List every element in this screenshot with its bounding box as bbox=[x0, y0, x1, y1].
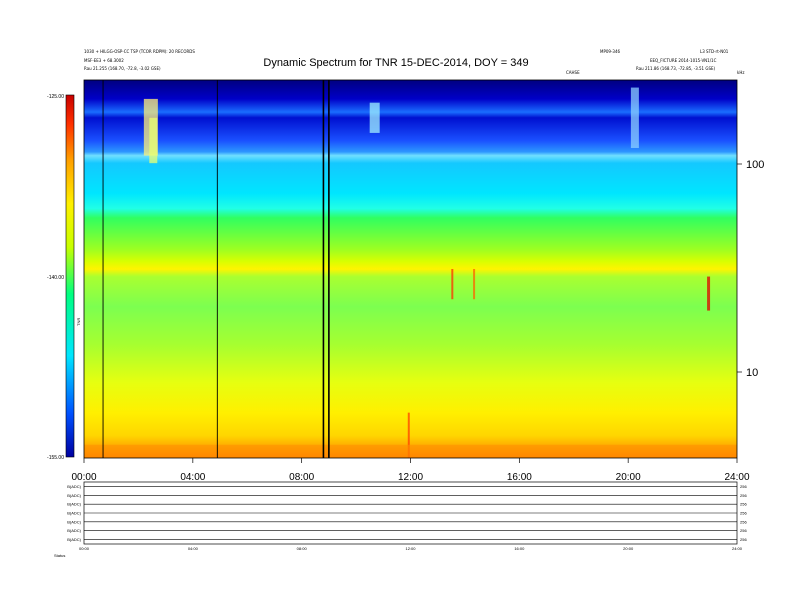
colorbar-label: TNR bbox=[76, 318, 81, 326]
chart-title: Dynamic Spectrum for TNR 15-DEC-2014, DO… bbox=[263, 57, 529, 69]
x-axis: 00:00 04:00 08:00 12:00 16:00 20:00 24:00 bbox=[71, 458, 750, 483]
status-label: Status bbox=[54, 553, 65, 558]
colorbar-tick-bottom: -155.00 bbox=[47, 455, 64, 461]
x-tick-label: 00:00 bbox=[71, 472, 96, 483]
panel-x-tick-label: 16:00 bbox=[514, 546, 525, 551]
corner-unit: kHz bbox=[737, 70, 745, 75]
panel-ytick: 256 bbox=[740, 537, 747, 542]
x-tick-label: 12:00 bbox=[398, 472, 423, 483]
header-right-line-2: EEQ_FICTURE 2014-1015-VN1/1C bbox=[650, 58, 717, 63]
header-left-line-2: MSF-EE3 + 68.3002 bbox=[84, 58, 124, 63]
burst-feature bbox=[451, 269, 454, 300]
header-left-line-1: 1030 + HILGG-OSP-CC TSP (TCOR RDPM): 20 … bbox=[84, 49, 195, 54]
burst-feature bbox=[369, 102, 380, 133]
panel-label: B(ADC) bbox=[67, 537, 81, 542]
panel-ytick: 256 bbox=[740, 519, 747, 524]
colorbar-tick-top: -125.00 bbox=[47, 94, 64, 100]
panel-label: B(ADC) bbox=[67, 528, 81, 533]
panel-x-tick-label: 00:00 bbox=[79, 546, 90, 551]
x-tick-label: 24:00 bbox=[724, 472, 749, 483]
colorbar-tick-mid: -140.00 bbox=[47, 275, 64, 281]
header-right-line-3: Rau 211.86 (168.73, -72.85, -3.51 GSE) bbox=[636, 66, 716, 71]
low-frequency-band bbox=[84, 444, 737, 458]
panel-ytick: 256 bbox=[740, 493, 747, 498]
header-center-line-2: CAHSE bbox=[566, 70, 580, 75]
burst-feature bbox=[473, 269, 476, 300]
x-tick-label: 04:00 bbox=[180, 472, 205, 483]
panel-label: B(ADC) bbox=[67, 519, 81, 524]
panel-label: B(ADC) bbox=[67, 511, 81, 516]
spectrogram-plot bbox=[83, 79, 738, 459]
panel-label: B(ADC) bbox=[67, 493, 81, 498]
burst-feature bbox=[149, 117, 158, 164]
header-left-line-3: Rau 21.255 (168.70, -72.8, -3.02 GSE) bbox=[84, 66, 161, 71]
panel-ytick: 256 bbox=[740, 528, 747, 533]
burst-feature bbox=[407, 412, 410, 458]
panel-x-tick-label: 04:00 bbox=[188, 546, 199, 551]
y-axis-right: 100 10 bbox=[737, 159, 764, 379]
panel-label: B(ADC) bbox=[67, 484, 81, 489]
panel-x-tick-label: 24:00 bbox=[732, 546, 743, 551]
x-tick-label: 16:00 bbox=[507, 472, 532, 483]
panel-label: B(ADC) bbox=[67, 502, 81, 507]
colorbar bbox=[65, 94, 75, 458]
panel-ytick: 256 bbox=[740, 502, 747, 507]
burst-feature bbox=[630, 87, 639, 149]
panel-x-tick-label: 20:00 bbox=[623, 546, 634, 551]
spectrogram-background bbox=[84, 80, 737, 458]
housekeeping-panels: B(ADC) 256 B(ADC) 256 B(ADC) 256 B(ADC) 256 B(AD… bbox=[54, 481, 747, 558]
panel-ytick: 256 bbox=[740, 484, 747, 489]
header-right-line-1: L3 STD-rt-N01 bbox=[700, 49, 729, 54]
panel-ytick: 256 bbox=[740, 511, 747, 516]
header-center-line-1: MP09-346 bbox=[600, 49, 621, 54]
x-tick-label: 20:00 bbox=[616, 472, 641, 483]
x-tick-label: 08:00 bbox=[289, 472, 314, 483]
panel-x-tick-label: 08:00 bbox=[297, 546, 308, 551]
burst-feature bbox=[707, 276, 711, 311]
panel-x-tick-label: 12:00 bbox=[405, 546, 416, 551]
y-tick-label-10: 10 bbox=[746, 367, 758, 379]
y-tick-label-100: 100 bbox=[746, 159, 764, 171]
